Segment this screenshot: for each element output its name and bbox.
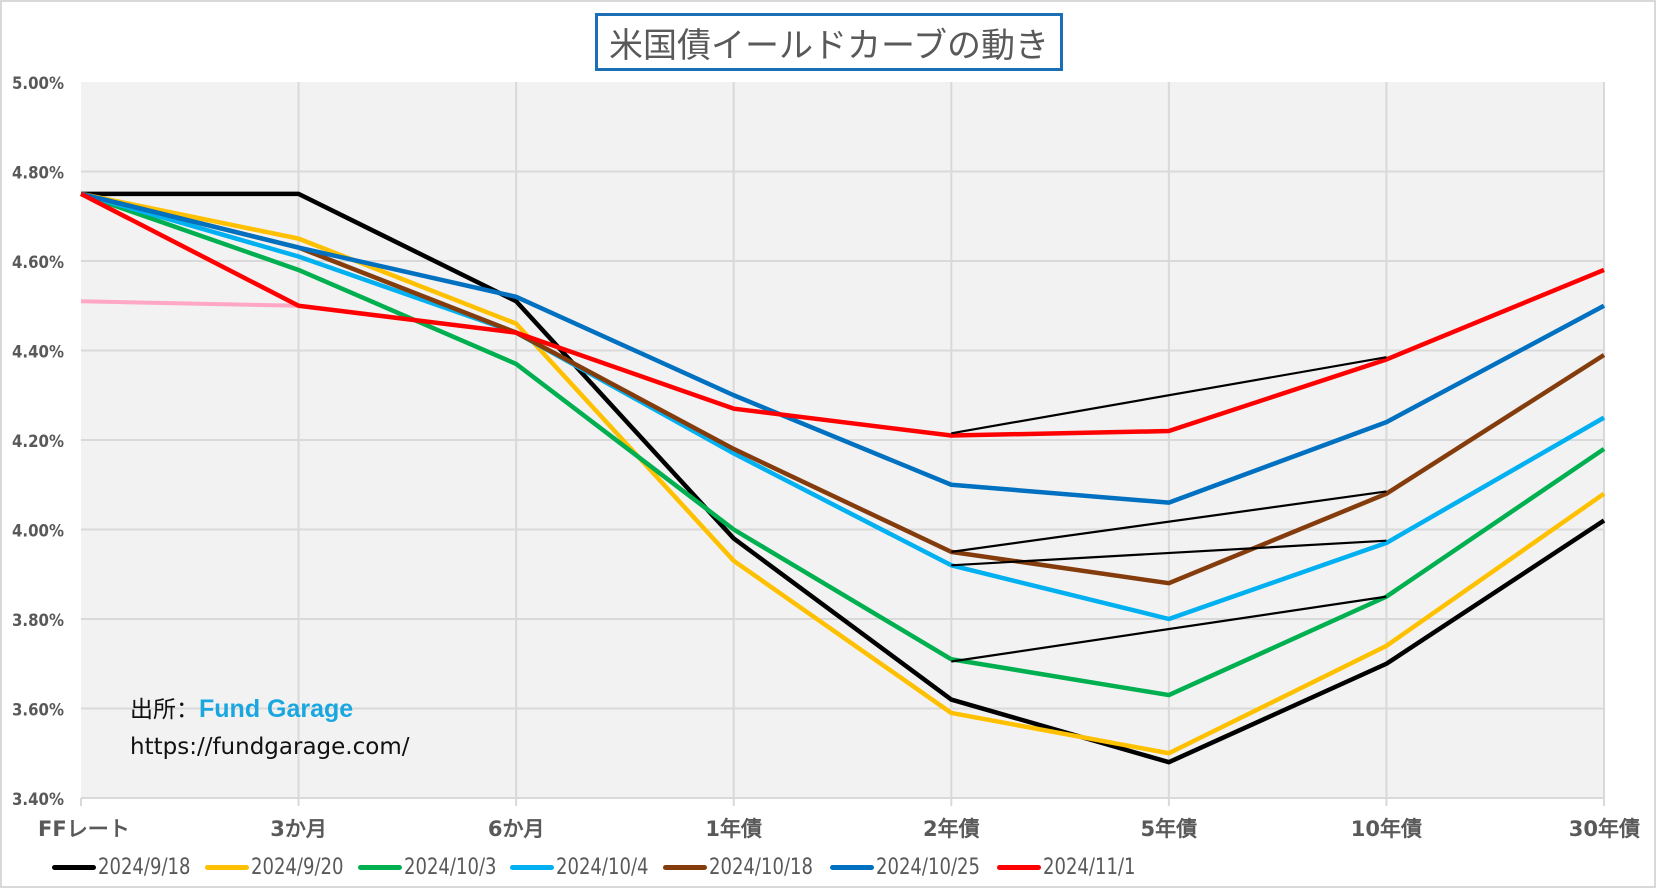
legend-item: 2024/10/25 [830,854,981,880]
y-tick-label: 4.60% [12,253,64,273]
x-gridlines [80,82,1605,806]
series-line-2024-11-1 [79,191,1605,438]
x-tick-label: 3か月 [270,817,327,841]
chart-legend: 2024/9/18 2024/9/20 2024/10/3 2024/10/4 2024… [52,852,1150,882]
legend-swatch [204,864,249,870]
legend-swatch [663,864,708,870]
legend-item: 2024/10/18 [663,854,814,880]
y-tick-label: 4.40% [12,343,64,363]
legend-item: 2024/10/3 [357,855,496,880]
annotation-lines [951,356,1387,663]
series-line-2024-9-20 [80,191,1606,756]
x-tick-label: FFレート [38,817,130,841]
legend-swatch [996,864,1041,870]
legend-swatch [52,864,96,870]
annotation-line [951,595,1387,663]
annotation-line [951,356,1387,435]
source-note: 出所：Fund Garage https://fundgarage.com/ [130,692,409,767]
x-axis-tick-labels: FFレート 3か月 6か月 1年債 2年債 5年債 10年債 30年債 [38,817,1640,841]
legend-item: 2024/9/20 [204,855,343,880]
annotation-line [951,490,1387,553]
series-lines [79,191,1606,765]
y-tick-label: 5.00% [12,74,64,94]
chart-title-text: 米国債イールドカーブの動き [609,25,1049,66]
legend-swatch [510,864,555,870]
y-tick-label: 3.40% [12,790,64,810]
legend-label: 2024/11/1 [1042,854,1136,880]
legend-label: 2024/9/18 [98,854,191,880]
y-tick-label: 4.80% [12,164,64,184]
legend-item: 2024/11/1 [996,855,1135,880]
series-line-2024-10-18 [80,191,1606,586]
x-tick-label: 10年債 [1351,817,1422,841]
y-tick-label: 4.00% [12,522,64,542]
legend-label: 2024/10/4 [556,854,649,880]
y-tick-label: 3.60% [12,701,64,721]
y-tick-label: 4.20% [12,432,64,452]
x-tick-label: 5年債 [1141,817,1198,841]
legend-swatch [357,864,402,870]
series-line-2024-10-25 [80,191,1606,505]
x-tick-label: 30年債 [1569,817,1640,841]
legend-swatch [830,864,875,870]
source-label: 出所： [130,697,199,723]
chart-title: 米国債イールドカーブの動き [595,13,1063,71]
x-tick-label: 2年債 [923,817,980,841]
y-axis-tick-labels: 3.40% 3.60% 3.80% 4.00% 4.20% 4.40% 4.60% 4.80%… [12,74,64,810]
reference-line [80,299,299,308]
source-brand: Fund Garage [199,695,354,723]
legend-label: 2024/10/18 [709,854,814,880]
legend-item: 2024/9/18 [52,855,191,880]
series-line-2024-10-3 [80,191,1606,698]
y-tick-label: 3.80% [12,611,64,631]
reference-line-group [80,299,299,308]
source-url: https://fundgarage.com/ [130,734,410,760]
legend-item: 2024/10/4 [510,855,649,880]
x-tick-label: 1年債 [705,817,762,841]
series-line-2024-9-18 [81,191,1606,765]
legend-label: 2024/10/25 [876,854,981,880]
legend-label: 2024/9/20 [250,854,344,880]
series-line-2024-10-4 [80,191,1606,622]
legend-label: 2024/10/3 [403,854,497,880]
annotation-line [951,539,1387,567]
x-tick-label: 6か月 [488,817,545,841]
